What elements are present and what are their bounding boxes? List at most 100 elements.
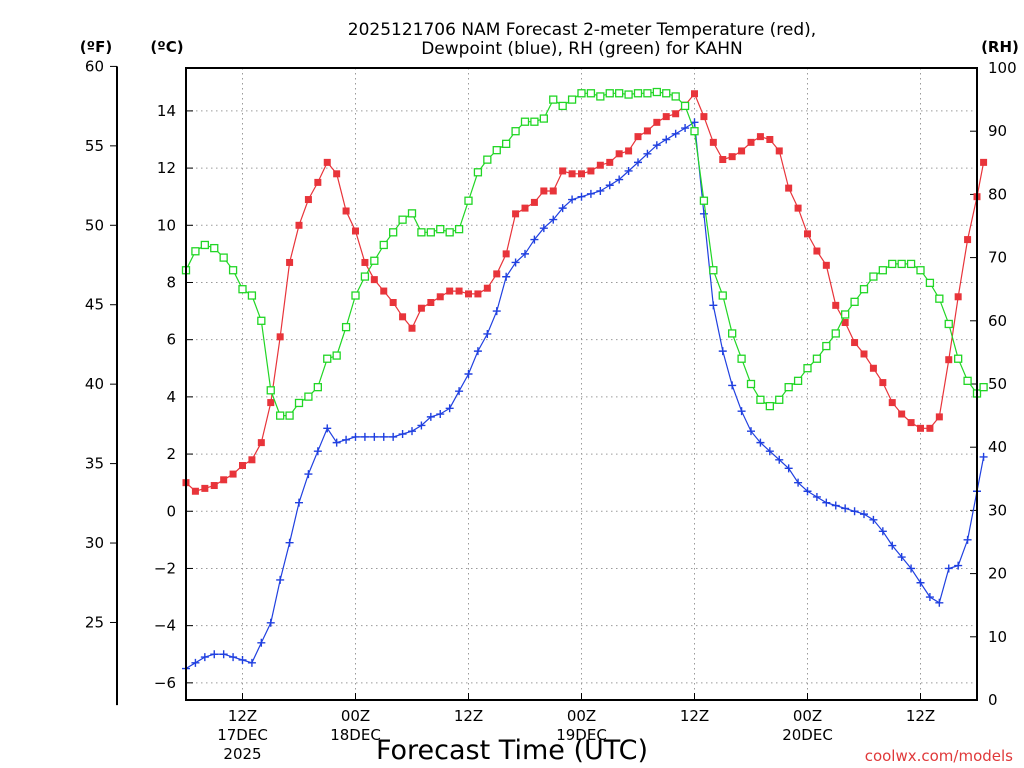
rh-point <box>257 316 266 325</box>
temperature-point <box>794 204 802 212</box>
temperature-point <box>455 287 463 295</box>
temperature-point <box>728 153 736 161</box>
rh-point <box>304 392 313 401</box>
temperature-point <box>643 127 651 135</box>
rh-point <box>323 354 332 363</box>
temperature-point <box>276 333 284 341</box>
time-tick-label: 12Z <box>454 707 483 725</box>
temperature-point <box>191 487 199 495</box>
dewpoint-point <box>464 369 473 378</box>
rh-point <box>605 89 614 98</box>
temperature-point <box>417 304 425 312</box>
rh-point <box>285 411 294 420</box>
dewpoint-point <box>765 447 774 456</box>
dewpoint-point <box>304 470 313 479</box>
dewpoint-point <box>671 129 680 138</box>
rh-point <box>765 401 774 411</box>
time-tick-label: 12Z <box>906 707 935 725</box>
temperature-point <box>738 147 746 155</box>
temperature-point <box>474 290 482 298</box>
temperature-point <box>691 90 698 98</box>
dewpoint-point <box>247 658 256 667</box>
temperature-point <box>747 138 755 146</box>
temperature-point <box>662 113 670 121</box>
dewpoint-point <box>577 192 586 201</box>
fahrenheit-tick-label: 40 <box>85 375 104 393</box>
rh-point <box>379 240 388 250</box>
temperature-point <box>568 170 576 178</box>
fahrenheit-tick-label: 30 <box>85 534 104 552</box>
dewpoint-point <box>634 158 642 167</box>
time-tick-label: 17DEC <box>217 726 268 744</box>
temperature-point <box>229 470 237 478</box>
temperature-point <box>286 258 294 266</box>
series-dewpoint <box>182 118 988 673</box>
temperature-point <box>879 379 887 387</box>
dewpoint-point <box>916 578 925 587</box>
dewpoint-point <box>342 435 351 444</box>
dewpoint-point <box>492 307 501 316</box>
celsius-tick-label: 0 <box>166 502 176 520</box>
time-tick-label: 2025 <box>223 745 261 763</box>
rh-tick-label: 20 <box>988 565 1007 583</box>
temperature-point <box>832 301 840 309</box>
time-tick-label: 00Z <box>567 707 596 725</box>
rh-point <box>643 89 652 98</box>
rh-point <box>370 256 379 265</box>
dewpoint-point <box>888 541 897 550</box>
rh-point <box>812 354 822 363</box>
rh-point <box>313 383 322 392</box>
rh-tick-label: 30 <box>988 501 1007 519</box>
dewpoint-point <box>652 141 661 150</box>
dewpoint-point <box>568 195 577 204</box>
rh-point <box>596 92 605 101</box>
dewpoint-point <box>979 452 988 461</box>
temperature-point <box>813 247 821 255</box>
temperature-point <box>775 147 783 155</box>
rh-point <box>398 215 407 224</box>
celsius-tick-label: 14 <box>157 102 176 120</box>
rh-point <box>483 155 492 164</box>
rh-point <box>530 117 539 126</box>
temperature-point <box>888 399 896 407</box>
dewpoint-point <box>455 387 464 396</box>
temperature-point <box>521 204 529 212</box>
dewpoint-point <box>699 209 708 218</box>
chart-title-line-2: Dewpoint (blue), RH (green) for KAHN <box>421 39 743 59</box>
rh-point <box>219 253 228 262</box>
celsius-axis: −6 −4 −2 0 2 4 6 8 10 12 14 <box>154 102 193 692</box>
time-tick-label: 18DEC <box>330 726 381 744</box>
dewpoint-point <box>445 404 454 413</box>
rh-tick-label: 0 <box>988 691 998 709</box>
fahrenheit-unit-label: (ºF) <box>80 38 112 56</box>
data-series <box>181 87 988 673</box>
rh-point <box>925 278 935 288</box>
dewpoint-point <box>530 235 539 244</box>
rh-point <box>247 291 257 300</box>
rh-point <box>699 196 709 205</box>
dewpoint-point <box>389 432 398 441</box>
rh-point <box>549 95 558 104</box>
dewpoint-point <box>210 650 219 659</box>
temperature-point <box>540 187 548 195</box>
celsius-tick-label: 4 <box>166 388 176 406</box>
rh-point <box>200 240 209 250</box>
dewpoint-point <box>718 347 727 356</box>
temperature-point <box>314 178 322 186</box>
dewpoint-point <box>549 215 558 224</box>
temperature-point <box>483 284 491 292</box>
rh-point <box>294 398 304 408</box>
temperature-point <box>980 158 988 166</box>
dewpoint-point <box>266 618 275 627</box>
dewpoint-point <box>596 186 605 195</box>
rh-point <box>473 168 483 177</box>
rh-point <box>332 351 341 360</box>
dewpoint-point <box>756 438 765 447</box>
dewpoint-point <box>605 181 614 190</box>
dewpoint-point <box>200 653 209 662</box>
rh-point <box>775 395 784 404</box>
temperature-point <box>239 462 246 470</box>
rh-point <box>492 146 501 155</box>
dewpoint-point <box>511 258 520 267</box>
